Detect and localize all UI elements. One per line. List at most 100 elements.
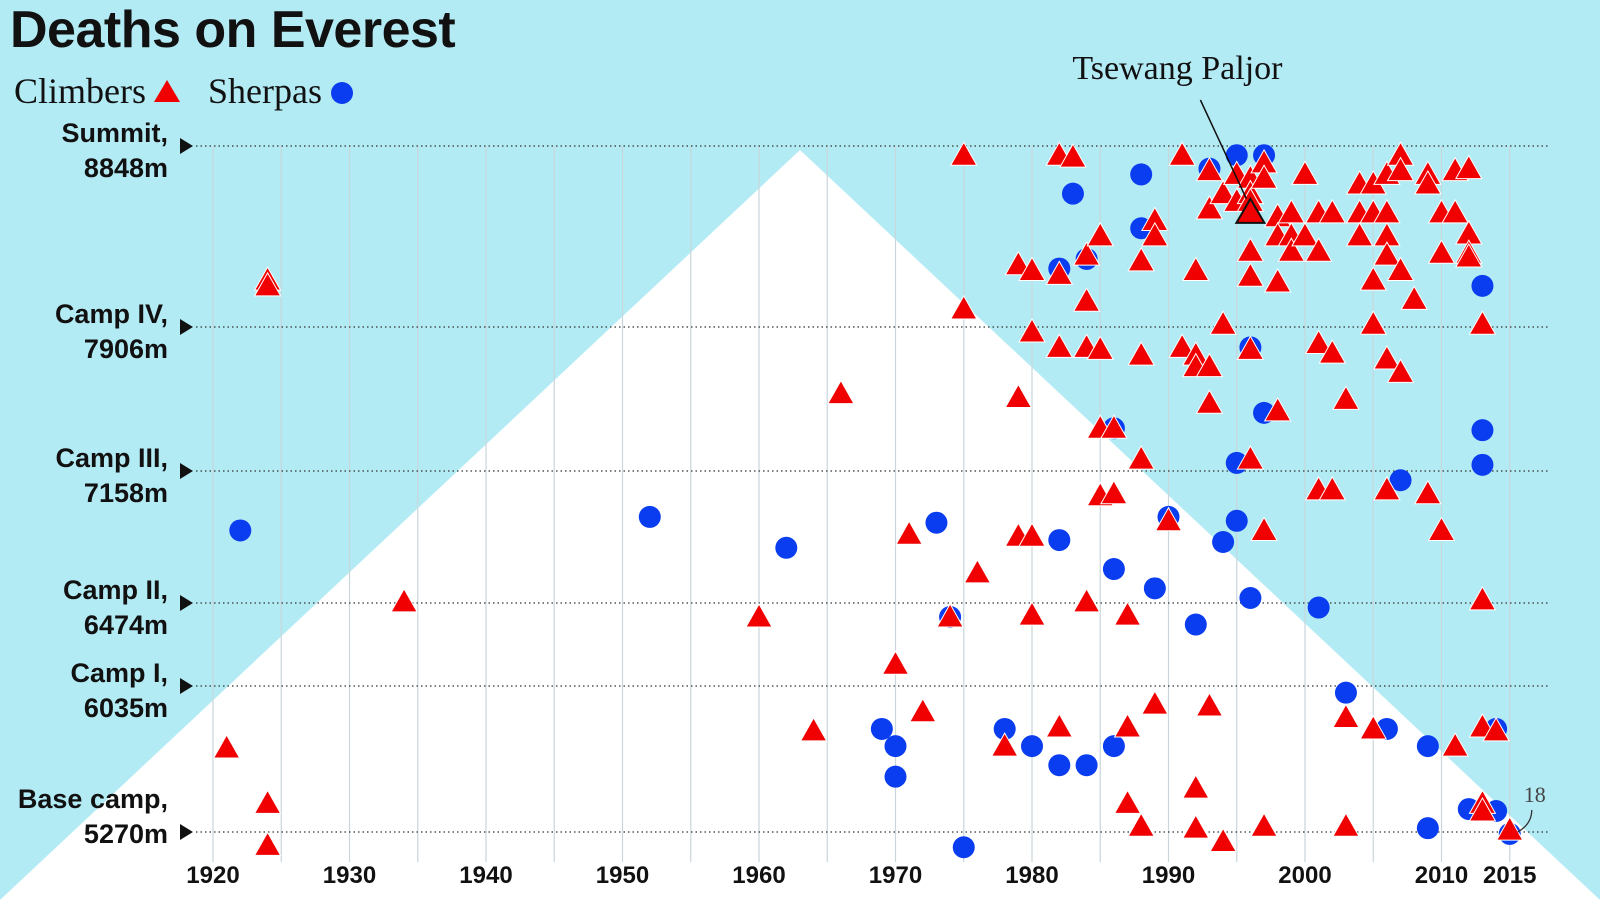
tsewang-paljor-marker: [1234, 196, 1267, 224]
climber-point: [1209, 827, 1237, 853]
climber-point: [1304, 329, 1333, 355]
climber-point: [1482, 716, 1510, 742]
climber-point: [1359, 266, 1388, 291]
climber-point: [1181, 814, 1210, 839]
climber-point: [1059, 143, 1087, 168]
climber-point: [799, 716, 828, 742]
camp-label: Summit, 8848m: [0, 116, 168, 186]
climber-point: [1236, 262, 1265, 287]
sherpa-point: [1102, 558, 1125, 581]
camp-name: Summit,: [61, 118, 168, 148]
climber-point: [1113, 601, 1142, 626]
climber-point: [1441, 198, 1470, 224]
sherpa-point: [870, 717, 893, 740]
climber-point: [253, 831, 282, 856]
camp-label: Camp III, 7158m: [0, 441, 168, 511]
climber-point: [1140, 690, 1169, 715]
camp-name: Base camp,: [17, 784, 168, 814]
camp-name: Camp II,: [62, 575, 168, 605]
climber-point: [1086, 221, 1115, 247]
legend-label-sherpas: Sherpas: [208, 71, 322, 111]
climber-point: [1263, 268, 1292, 293]
sherpa-point: [638, 505, 661, 528]
annotation-leader-line: [1199, 99, 1248, 200]
climber-point: [1113, 713, 1142, 738]
climber-point: [1427, 516, 1456, 541]
climber-point: [1386, 156, 1415, 182]
sherpa-point: [1048, 754, 1071, 777]
climber-point: [1018, 522, 1046, 547]
climber-point: [1441, 732, 1470, 757]
camp-altitude: 7158m: [83, 478, 168, 508]
climber-point: [1236, 335, 1265, 360]
climber-point: [1209, 310, 1237, 335]
x-tick-label: 1950: [595, 862, 650, 889]
camp-altitude: 6035m: [83, 693, 168, 723]
sherpa-point: [1061, 182, 1084, 205]
x-tick-label: 1990: [1141, 862, 1196, 889]
camp-altitude: 8848m: [83, 153, 168, 183]
x-tick-label: 1980: [1005, 862, 1059, 889]
climber-point: [1195, 692, 1224, 717]
circle-marker-icon: [330, 82, 353, 104]
camp-pointer-icon: [180, 824, 193, 840]
sherpa-point: [775, 536, 798, 559]
climber-point: [895, 520, 924, 545]
sherpa-point: [1075, 754, 1098, 777]
camp-name: Camp I,: [70, 658, 168, 688]
sherpa-point: [1307, 596, 1330, 619]
camp-pointer-icon: [180, 138, 193, 154]
climber-point: [1332, 812, 1360, 837]
camp-altitude: 7906m: [83, 334, 168, 364]
climber-point: [1386, 358, 1415, 383]
camp-pointer-icon: [180, 319, 193, 335]
sherpa-point: [1225, 509, 1248, 532]
climber-point: [1045, 713, 1074, 738]
climber-point: [1332, 703, 1360, 728]
sherpa-point: [1471, 453, 1494, 476]
climber-point: [1181, 256, 1210, 282]
climber-point: [1263, 396, 1292, 422]
camp-label: Base camp, 5270m: [0, 782, 168, 852]
climber-point: [1468, 796, 1497, 822]
sherpa-point: [1334, 681, 1357, 704]
climber-point: [1359, 310, 1388, 335]
climber-point: [1495, 816, 1524, 841]
climber-point: [1004, 250, 1033, 276]
climber-point: [1100, 414, 1128, 439]
climber-point: [1359, 714, 1388, 740]
climber-point: [1386, 256, 1415, 282]
climber-point: [1454, 243, 1483, 268]
climber-point: [936, 602, 964, 628]
climber-point: [1468, 310, 1497, 335]
climber-point: [1018, 601, 1046, 626]
climber-point: [1291, 221, 1319, 247]
x-tick-label: 2000: [1278, 862, 1332, 889]
climber-point: [1277, 237, 1306, 262]
climber-point: [908, 697, 937, 723]
annotation-note: 18: [1523, 782, 1546, 807]
climber-point: [1413, 479, 1442, 505]
climber-point: [827, 379, 855, 405]
climber-point: [949, 141, 978, 166]
climber-point: [1427, 239, 1456, 264]
climber-point: [1209, 179, 1237, 205]
climber-point: [1072, 587, 1101, 613]
sherpa-point: [925, 511, 948, 534]
climber-point: [1045, 333, 1074, 358]
sherpa-point: [1239, 586, 1262, 609]
climber-point: [1304, 237, 1333, 262]
climber-point: [1072, 241, 1101, 266]
x-tick-label: 1940: [459, 862, 513, 889]
climber-point: [253, 789, 282, 814]
camp-label: Camp I, 6035m: [0, 656, 168, 726]
climber-point: [1127, 341, 1156, 366]
climber-point: [1318, 339, 1347, 364]
sherpa-point: [1021, 735, 1043, 758]
sherpa-point: [1389, 469, 1412, 492]
sherpa-point: [1225, 144, 1248, 167]
note-leader-line: [1517, 809, 1533, 833]
climber-point: [949, 294, 978, 320]
